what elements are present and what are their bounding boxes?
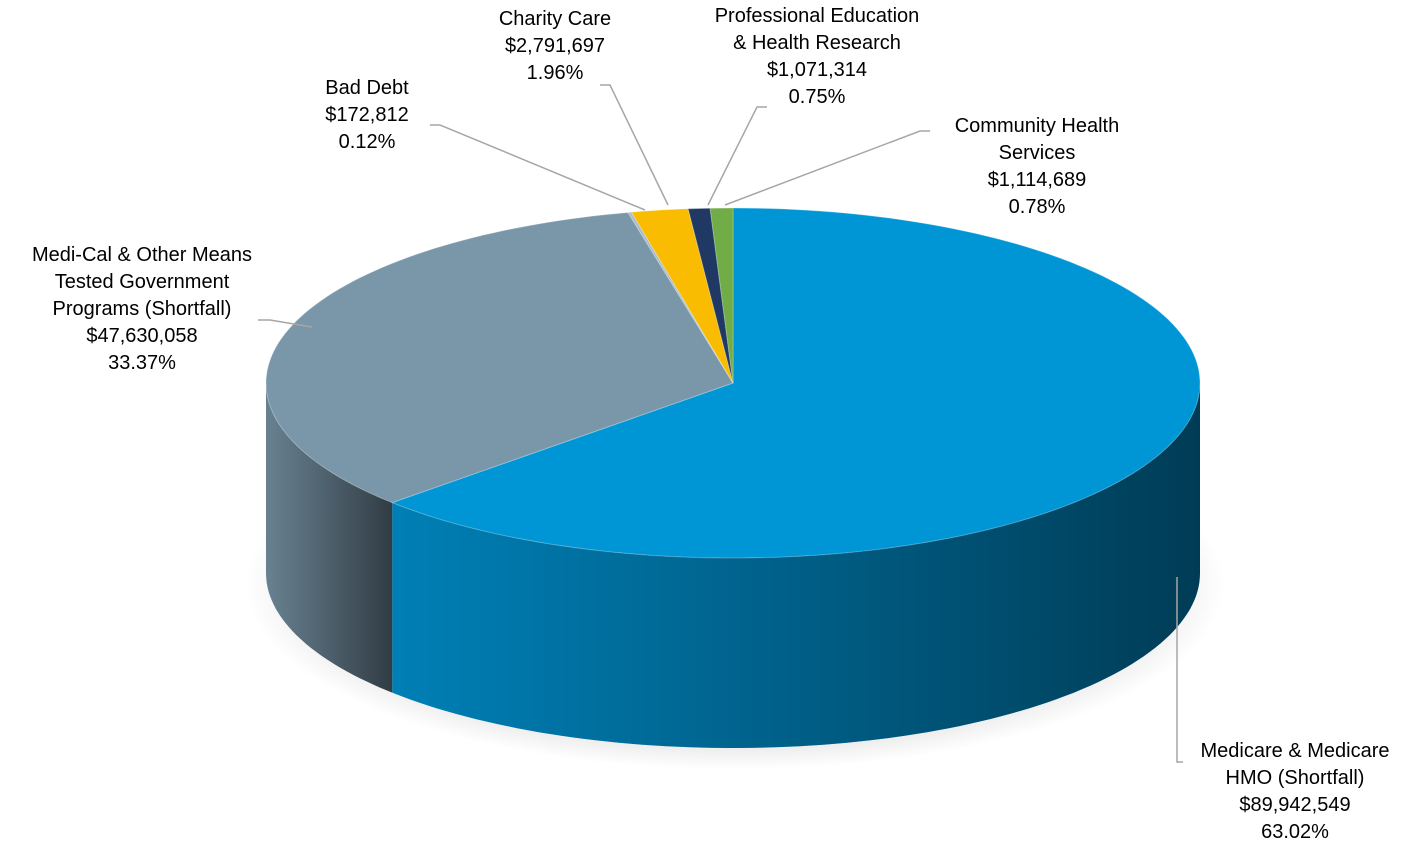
slice xyxy=(265,211,734,504)
leader-line xyxy=(258,319,313,328)
leader-line xyxy=(724,130,930,206)
label-line: 0.12% xyxy=(339,131,396,153)
label-line: Professional Education xyxy=(715,5,920,27)
label-line: Services xyxy=(999,142,1076,164)
leader-line xyxy=(1176,577,1183,763)
leader-line xyxy=(430,124,646,211)
label-line: 33.37% xyxy=(108,352,176,374)
label-line: 0.75% xyxy=(789,86,846,108)
label-line: 0.78% xyxy=(1009,196,1066,218)
data-label: Medicare & Medicare HMO (Shortfall) $89,94… xyxy=(1201,740,1390,843)
label-line: 63.02% xyxy=(1261,821,1329,843)
label-line: Medicare & Medicare xyxy=(1201,740,1390,762)
label-line: & Health Research xyxy=(733,32,901,54)
side-shade xyxy=(266,383,393,693)
leader-line xyxy=(600,84,669,206)
data-label: Professional Education & Health Research $… xyxy=(715,5,920,108)
slice xyxy=(627,211,734,384)
label-line: HMO (Shortfall) xyxy=(1226,767,1365,789)
label-line: Community Health xyxy=(955,115,1120,137)
slice xyxy=(630,208,734,384)
data-label: Community Health Services $1,114,689 0.78% xyxy=(955,115,1120,218)
data-label: Charity Care $2,791,697 1.96% xyxy=(499,8,611,84)
label-line: Tested Government xyxy=(55,271,230,293)
label-line: Programs (Shortfall) xyxy=(53,298,232,320)
data-label: Bad Debt $172,812 0.12% xyxy=(325,77,409,153)
side-shade xyxy=(392,383,1200,748)
label-line: $1,071,314 xyxy=(767,59,867,81)
label-line: 1.96% xyxy=(527,62,584,84)
slice xyxy=(390,207,1201,559)
label-line: $1,114,689 xyxy=(988,169,1087,191)
label-line: $47,630,058 xyxy=(86,325,197,347)
label-line: $2,791,697 xyxy=(505,35,605,57)
data-label: Medi-Cal & Other Means Tested Government P… xyxy=(32,244,252,374)
label-line: Charity Care xyxy=(499,8,611,30)
label-line: Bad Debt xyxy=(325,77,409,99)
leader-line xyxy=(707,106,767,206)
label-line: $172,812 xyxy=(325,104,408,126)
label-line: Medi-Cal & Other Means xyxy=(32,244,252,266)
slice xyxy=(709,207,734,384)
label-line: $89,942,549 xyxy=(1239,794,1350,816)
